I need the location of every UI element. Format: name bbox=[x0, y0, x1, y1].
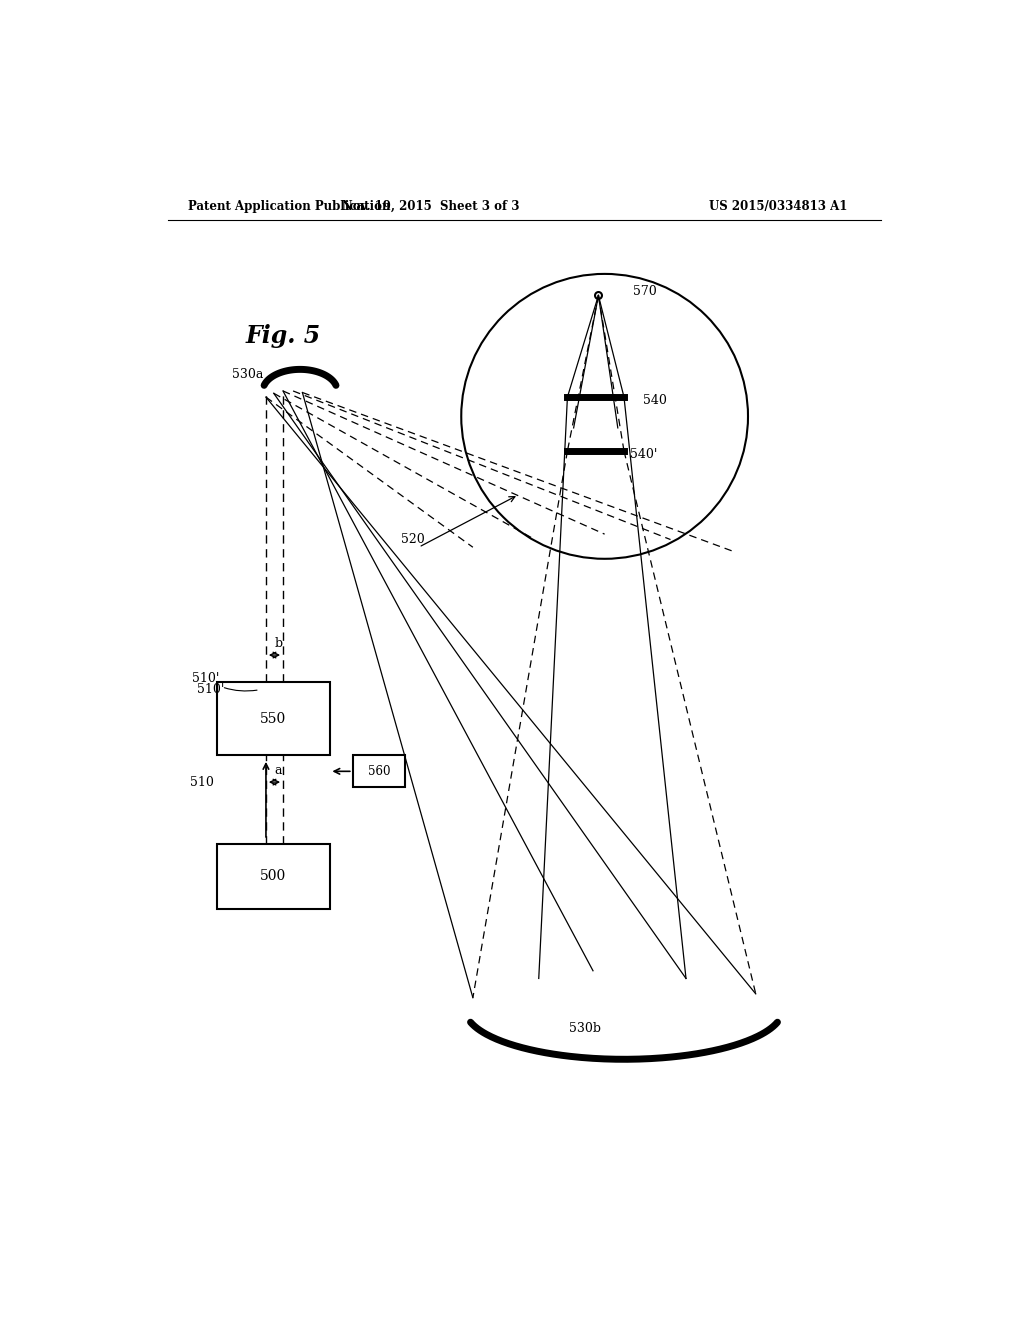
Text: 560: 560 bbox=[368, 764, 390, 777]
Text: 510: 510 bbox=[189, 776, 214, 788]
Text: a: a bbox=[274, 764, 282, 777]
Text: Patent Application Publication: Patent Application Publication bbox=[188, 199, 391, 213]
Text: b: b bbox=[274, 638, 283, 649]
Text: US 2015/0334813 A1: US 2015/0334813 A1 bbox=[710, 199, 848, 213]
Text: 550: 550 bbox=[260, 711, 287, 726]
Text: Nov. 19, 2015  Sheet 3 of 3: Nov. 19, 2015 Sheet 3 of 3 bbox=[341, 199, 519, 213]
Bar bbox=[217, 682, 330, 755]
Bar bbox=[217, 843, 330, 909]
Text: 510': 510' bbox=[191, 672, 257, 690]
Text: Fig. 5: Fig. 5 bbox=[246, 323, 321, 347]
Text: 530a: 530a bbox=[232, 367, 264, 380]
Bar bbox=[352, 755, 406, 788]
Text: 510': 510' bbox=[198, 684, 224, 696]
Text: 520: 520 bbox=[401, 533, 425, 546]
Text: 540': 540' bbox=[630, 449, 657, 462]
Text: 540: 540 bbox=[643, 395, 668, 408]
Text: 570: 570 bbox=[633, 285, 657, 298]
Text: 500: 500 bbox=[260, 870, 287, 883]
Text: 530b: 530b bbox=[569, 1022, 601, 1035]
